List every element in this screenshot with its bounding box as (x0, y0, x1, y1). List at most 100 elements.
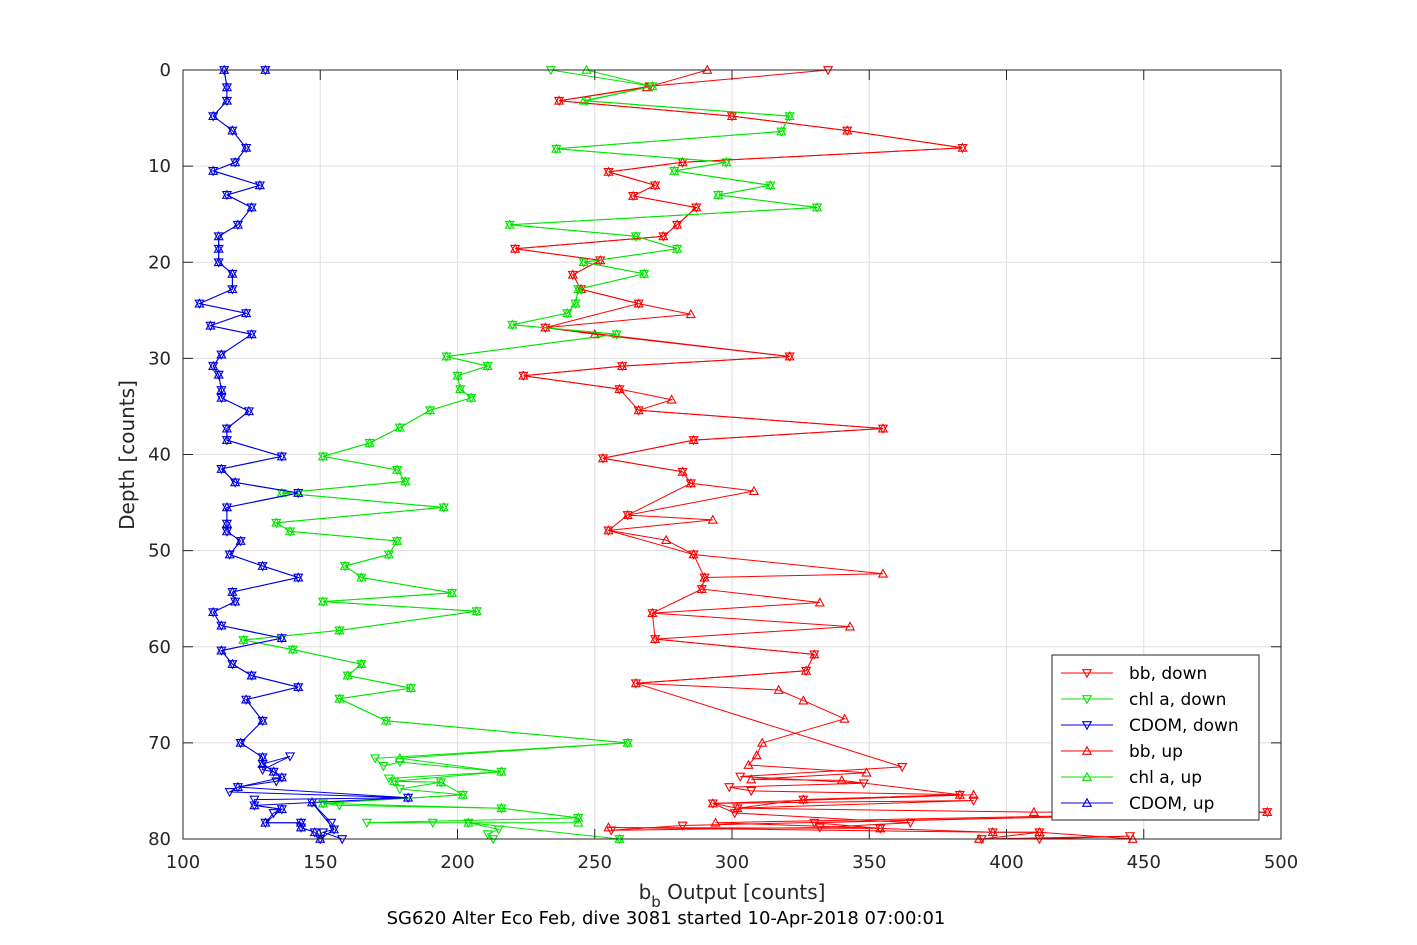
data-point (306, 797, 318, 807)
data-point (194, 298, 205, 308)
data-point (1262, 806, 1273, 816)
data-point (836, 775, 847, 785)
data-point (216, 349, 227, 359)
legend-entry: CDOM, up (1129, 794, 1214, 814)
data-point (809, 649, 820, 659)
legend-entry: bb, up (1129, 742, 1183, 762)
data-point (334, 693, 345, 703)
data-point (589, 329, 600, 339)
data-point (732, 802, 743, 813)
data-point (227, 658, 238, 668)
data-point (276, 632, 287, 643)
data-point (260, 817, 271, 827)
data-point (284, 752, 296, 762)
data-point (246, 329, 257, 339)
data-point (611, 329, 622, 339)
data-point (455, 383, 466, 394)
data-point (435, 776, 447, 787)
data-point (573, 812, 584, 822)
x-tick-label: 400 (989, 852, 1023, 873)
data-point (784, 351, 795, 361)
legend-marker (1081, 721, 1093, 731)
data-point (726, 110, 738, 121)
data-point (334, 625, 345, 635)
data-point (235, 737, 246, 747)
legend-marker (1081, 771, 1093, 781)
legend-box (1051, 654, 1260, 821)
data-point (221, 189, 233, 199)
data-point (224, 787, 235, 798)
data-point (391, 464, 403, 474)
data-point (221, 423, 233, 433)
legend-marker (1081, 669, 1093, 679)
data-point (707, 514, 718, 524)
data-point (573, 283, 584, 294)
series-4 (238, 64, 823, 843)
data-point (380, 715, 392, 725)
y-tick-label: 40 (148, 445, 171, 466)
data-point (235, 535, 246, 545)
data-point (671, 219, 683, 229)
data-point (1034, 826, 1045, 837)
data-point (751, 750, 762, 760)
data-point (276, 772, 287, 782)
data-point (685, 478, 696, 488)
data-point (284, 526, 296, 536)
data-point (463, 817, 474, 827)
data-point (446, 587, 458, 597)
data-point (677, 821, 688, 831)
data-point (724, 783, 735, 793)
data-point (1028, 806, 1040, 816)
data-point (809, 818, 820, 828)
data-point (647, 607, 658, 618)
data-point (743, 759, 754, 769)
data-point (230, 156, 241, 167)
legend-entry: chl a, down (1129, 690, 1226, 710)
data-point (205, 320, 216, 330)
data-point (257, 758, 268, 768)
x-axis-label: bb Output [counts] (639, 880, 826, 911)
data-point (216, 463, 227, 473)
ticks: 100 150 200 250 300 350 400 450 500 0 10 20 30 40 50 60… (148, 60, 1298, 873)
data-point (839, 713, 850, 723)
series-line (243, 69, 818, 840)
data-point (394, 752, 405, 763)
series-layer (194, 64, 1273, 845)
x-tick-label: 450 (1127, 852, 1161, 873)
data-point (968, 796, 979, 806)
data-point (293, 572, 304, 582)
data-point (877, 423, 889, 433)
data-point (339, 560, 351, 570)
data-point (221, 526, 233, 536)
data-point (603, 822, 614, 832)
legend-marker (1081, 745, 1093, 755)
y-tick-label: 70 (148, 733, 171, 754)
data-point (578, 256, 589, 267)
data-point (232, 219, 244, 229)
series-line (515, 69, 1268, 840)
data-point (317, 798, 329, 808)
data-point (208, 606, 219, 617)
data-point (603, 166, 614, 176)
x-tick-label: 300 (715, 852, 749, 873)
data-point (227, 268, 238, 278)
data-point (562, 307, 573, 318)
data-point (630, 230, 642, 241)
data-point (617, 360, 628, 370)
data-point (614, 383, 625, 394)
data-point (798, 695, 809, 705)
data-point (268, 766, 279, 776)
x-axis-label-main: b (639, 880, 652, 904)
data-point (241, 142, 252, 152)
data-point (814, 597, 825, 607)
y-tick-label: 50 (148, 541, 171, 562)
x-tick-label: 200 (440, 852, 474, 873)
data-point (968, 789, 979, 799)
data-point (216, 645, 227, 655)
data-point (356, 572, 367, 582)
data-point (208, 360, 219, 370)
data-point (746, 774, 757, 784)
legend: bb, down chl a, down CDOM, down bb, up chl a… (1051, 654, 1260, 821)
data-point (227, 586, 238, 596)
